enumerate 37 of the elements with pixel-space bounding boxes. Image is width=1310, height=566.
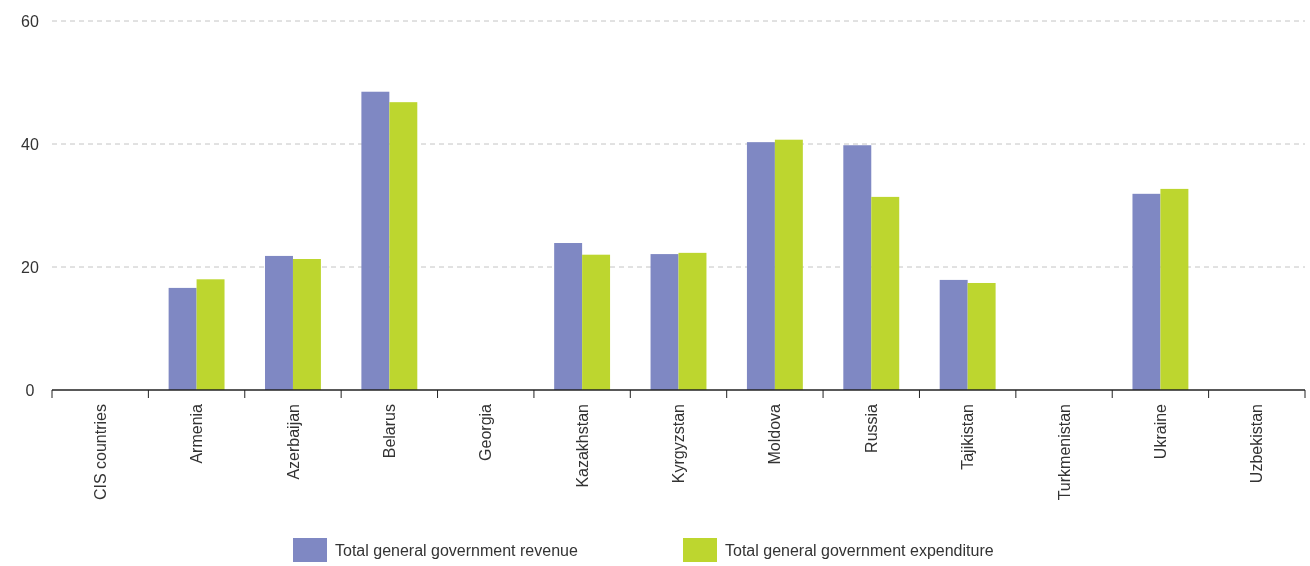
x-tick-label: Tajikistan [959,404,977,470]
x-tick-label: CIS countries [91,404,109,501]
bar [678,252,707,390]
y-tick-label: 60 [21,12,39,30]
y-tick-label: 20 [21,258,39,276]
bar [389,102,418,390]
x-tick-label: Armenia [188,403,206,464]
bar [265,255,293,390]
x-tick-label: Belarus [380,404,398,459]
bar [774,139,803,390]
bar [554,243,583,390]
x-tick-label: Russia [862,403,880,453]
x-tick-label: Kazakhstan [573,404,591,488]
bar [361,91,390,390]
x-tick-label: Uzbekistan [1248,404,1266,484]
bar [168,287,197,390]
bar [292,259,321,390]
bar [843,145,872,390]
bar [650,254,679,390]
bar [967,282,996,390]
x-tick-label: Kyrgyzstan [670,404,688,484]
x-tick-label: Turkmenistan [1055,404,1073,501]
x-tick-label: Moldova [766,403,784,465]
bar [1160,188,1189,390]
bar [746,142,775,390]
legend-label: Total general government revenue [335,541,578,559]
x-tick-label: Georgia [477,403,495,461]
x-tick-label: Ukraine [1152,403,1170,460]
bar [871,196,900,390]
y-tick-label: 40 [21,135,39,153]
y-tick-label: 0 [25,381,35,399]
bar [939,279,968,390]
bar [582,254,611,390]
x-tick-label: Azerbaijan [284,404,302,480]
bar [1132,193,1161,390]
legend-label: Total general government expenditure [725,541,994,559]
bar [196,279,225,390]
